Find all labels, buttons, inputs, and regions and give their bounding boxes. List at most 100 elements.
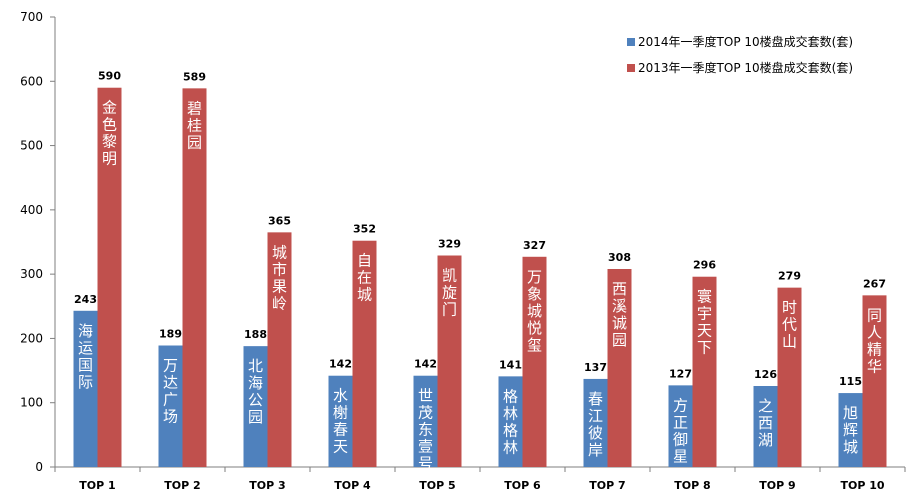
x-tick-label: TOP 2 — [164, 479, 200, 492]
x-tick-label: TOP 10 — [840, 479, 884, 492]
bar-text-label: 西溪诚园 — [612, 280, 627, 349]
data-label: 365 — [268, 214, 291, 227]
bar-text-label: 同人精华 — [867, 306, 882, 375]
data-label: 137 — [584, 361, 607, 374]
data-label: 267 — [863, 277, 886, 290]
bars: 243 海运国际 189 万达广场 188 北海公园 142 水榭春天 142 世茂东壹号 141 格… — [73, 70, 887, 473]
data-label: 127 — [669, 367, 692, 380]
x-tick-label: TOP 3 — [249, 479, 285, 492]
bar — [267, 232, 292, 467]
bar-text-label: 金色黎明 — [102, 99, 117, 168]
y-tick-label: 700 — [20, 10, 43, 24]
bar-text-label: 旭辉城 — [843, 404, 858, 456]
bar — [182, 88, 207, 467]
bar — [328, 375, 353, 467]
bar-text-label: 方正御星 — [673, 396, 688, 465]
y-tick-label: 0 — [35, 460, 43, 474]
data-label: 142 — [414, 358, 437, 371]
data-label: 308 — [608, 251, 631, 264]
data-label: 589 — [183, 70, 206, 83]
bar-group: 329 凯旋门 — [437, 238, 462, 467]
bar-group: 137 春江彼岸 — [583, 361, 608, 467]
bar-text-label: 万象城悦玺 — [527, 268, 542, 354]
data-label: 115 — [839, 375, 862, 388]
bar-text-label: 海运国际 — [78, 322, 93, 391]
data-label: 188 — [244, 328, 267, 341]
bar-group: 243 海运国际 — [73, 293, 98, 467]
bar — [352, 240, 377, 467]
legend-label: 2014年一季度TOP 10楼盘成交套数(套) — [638, 34, 853, 49]
y-tick-label: 100 — [20, 396, 43, 410]
bar — [413, 375, 438, 467]
bar — [862, 295, 887, 467]
bar — [158, 345, 183, 467]
bar — [73, 310, 98, 467]
x-tick-label: TOP 8 — [674, 479, 710, 492]
bar-text-label: 之西湖 — [758, 397, 773, 449]
bar-group: 279 时代山 — [777, 270, 802, 467]
bar-group: 296 寰宇天下 — [692, 259, 717, 467]
bar-group: 142 世茂东壹号 — [413, 358, 438, 473]
bar-text-label: 北海公园 — [248, 357, 263, 426]
bar-group: 365 城市果岭 — [267, 214, 292, 467]
bar-text-label: 碧桂园 — [187, 99, 202, 151]
data-label: 142 — [329, 358, 352, 371]
data-label: 327 — [523, 239, 546, 252]
bar — [607, 269, 632, 467]
x-tick-label: TOP 9 — [759, 479, 795, 492]
bar — [838, 393, 863, 467]
bar — [522, 256, 547, 467]
x-tick-label: TOP 1 — [79, 479, 115, 492]
y-tick-label: 200 — [20, 331, 43, 345]
legend-item: 2013年一季度TOP 10楼盘成交套数(套) — [627, 60, 853, 75]
bar-group: 127 方正御星 — [668, 367, 693, 467]
x-axis: TOP 1 TOP 2 TOP 3 TOP 4 TOP 5 TOP 6 TOP 7 TOP 8… — [54, 466, 906, 492]
data-label: 243 — [74, 293, 97, 306]
data-label: 352 — [353, 223, 376, 236]
bar-text-label: 寰宇天下 — [697, 288, 712, 357]
bar — [753, 386, 778, 467]
bar-text-label: 自在城 — [357, 252, 372, 304]
legend-item: 2014年一季度TOP 10楼盘成交套数(套) — [627, 34, 853, 49]
bar-group: 267 同人精华 — [862, 277, 887, 467]
bar — [437, 255, 462, 467]
legend-swatch — [627, 38, 635, 46]
data-label: 296 — [693, 259, 716, 272]
bar-group: 142 水榭春天 — [328, 358, 353, 467]
x-tick-label: TOP 4 — [334, 479, 371, 492]
bar-text-label: 城市果岭 — [272, 243, 287, 312]
data-label: 141 — [499, 358, 522, 371]
data-label: 329 — [438, 238, 461, 251]
bar — [97, 87, 122, 467]
data-label: 590 — [98, 70, 121, 83]
bar-text-label: 春江彼岸 — [588, 390, 603, 459]
bar-group: 188 北海公园 — [243, 328, 268, 467]
legend: 2014年一季度TOP 10楼盘成交套数(套) 2013年一季度TOP 10楼盘成… — [627, 34, 853, 75]
bar-group: 126 之西湖 — [753, 368, 778, 467]
x-tick-label: TOP 6 — [504, 479, 541, 492]
x-tick-label: TOP 7 — [589, 479, 625, 492]
y-tick-label: 300 — [20, 267, 43, 281]
data-label: 189 — [159, 328, 182, 341]
data-label: 279 — [778, 270, 801, 283]
legend-swatch — [627, 64, 635, 72]
bar-text-label: 格林格林 — [503, 387, 518, 456]
bar-group: 308 西溪诚园 — [607, 251, 632, 467]
legend-label: 2013年一季度TOP 10楼盘成交套数(套) — [638, 60, 853, 75]
bar-group: 141 格林格林 — [498, 358, 523, 467]
bar — [243, 346, 268, 467]
bar-group: 189 万达广场 — [158, 328, 183, 467]
bar — [498, 376, 523, 467]
bar — [668, 385, 693, 467]
bar — [583, 378, 608, 467]
bar — [692, 276, 717, 467]
bar-group: 590 金色黎明 — [97, 70, 122, 467]
bar-text-label: 水榭春天 — [333, 387, 348, 456]
bar-group: 352 自在城 — [352, 223, 377, 467]
bar-group: 589 碧桂园 — [182, 70, 207, 467]
bar-text-label: 万达广场 — [163, 357, 178, 426]
x-tick-label: TOP 5 — [419, 479, 455, 492]
y-tick-label: 400 — [20, 203, 43, 217]
data-label: 126 — [754, 368, 777, 381]
